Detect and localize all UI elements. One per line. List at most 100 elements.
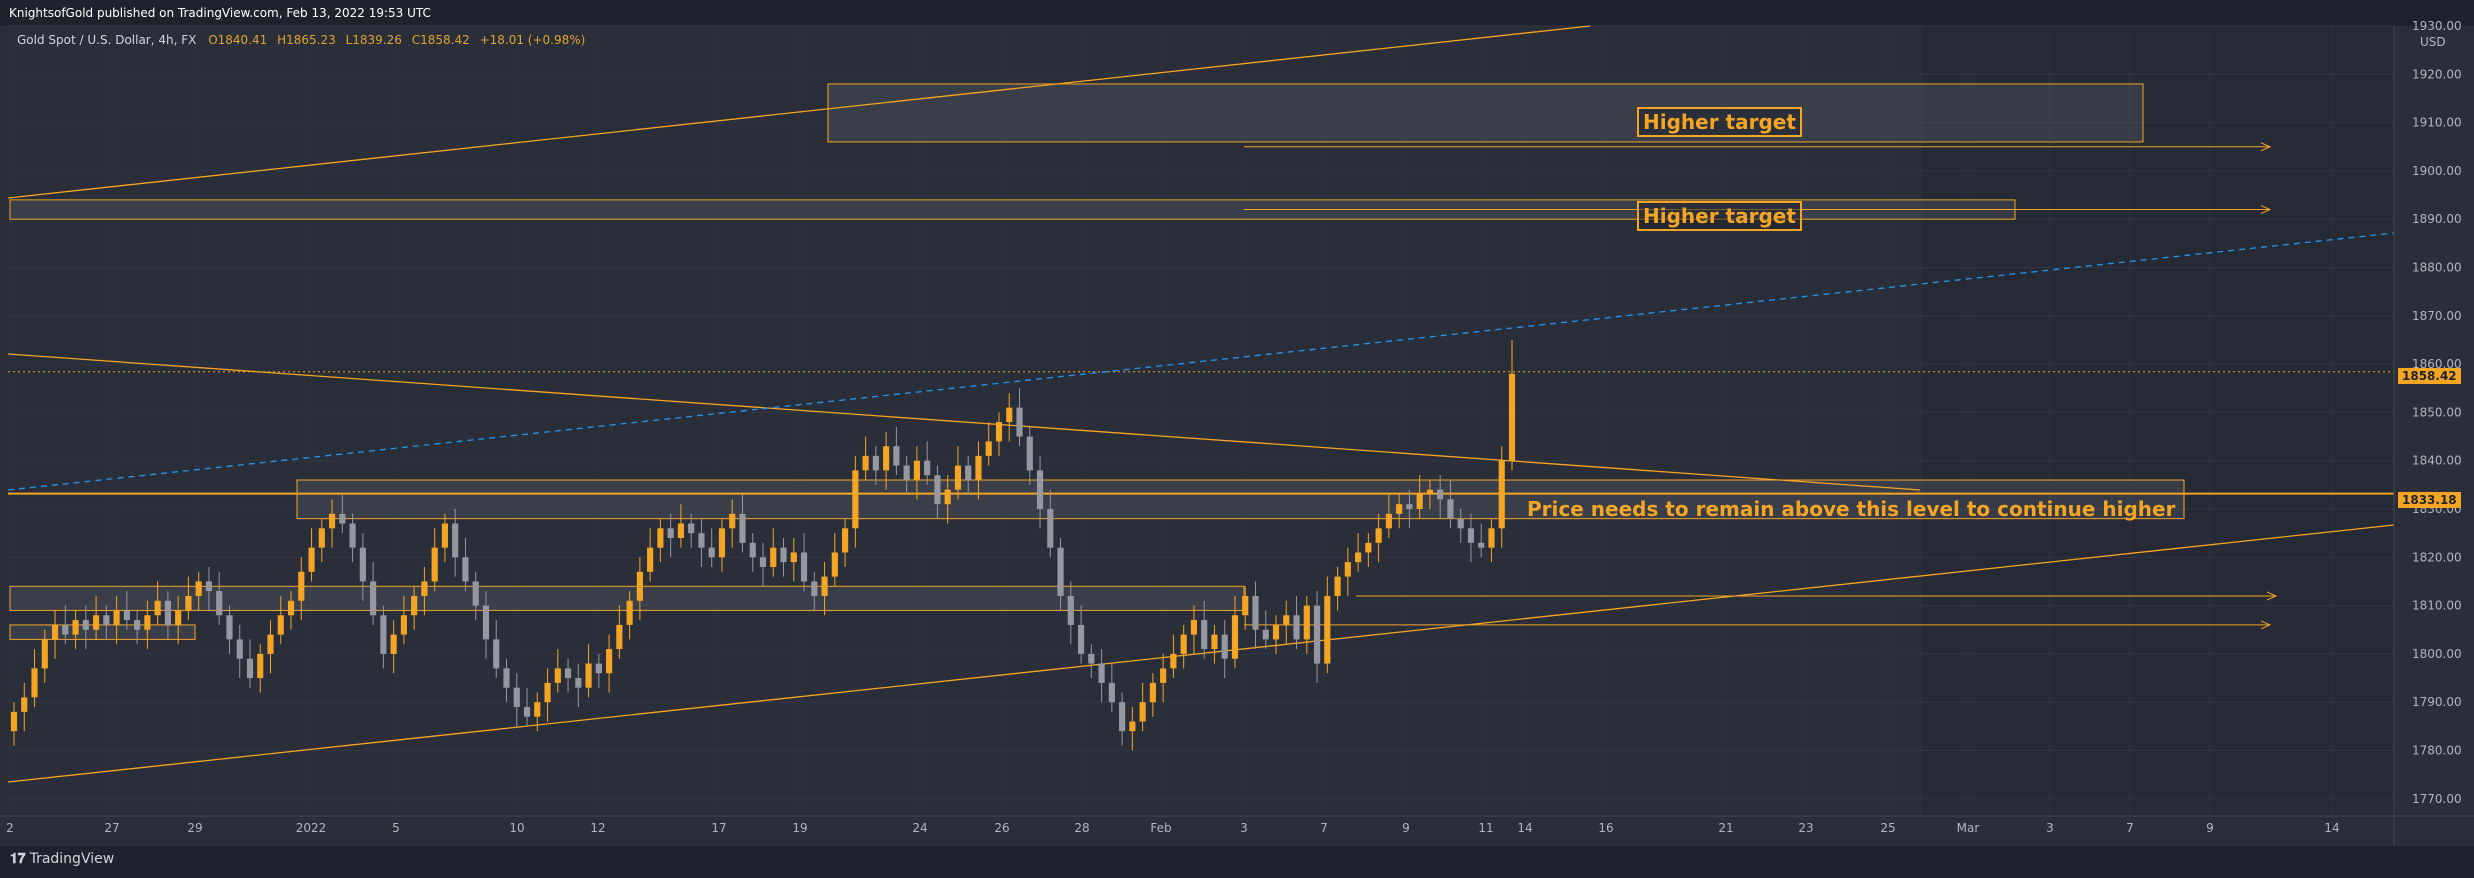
candle-body	[647, 547, 654, 572]
x-tick-label: 14	[1517, 821, 1532, 835]
candle	[1416, 475, 1423, 519]
candle-body	[154, 600, 161, 616]
candle-body	[1375, 528, 1382, 543]
axes: 1770.00 1780.00 1790.00 1800.00 1810.00 1820.…	[0, 19, 2474, 846]
candle-body	[472, 581, 479, 606]
candle-body	[113, 610, 120, 625]
candle-body	[913, 460, 920, 481]
x-tick-label: Mar	[1957, 821, 1980, 835]
candle	[647, 528, 654, 582]
candle-body	[1047, 509, 1054, 548]
candle	[482, 591, 490, 659]
candle-body	[82, 620, 89, 630]
candle-body	[164, 600, 171, 625]
candle	[1313, 591, 1321, 683]
candle	[226, 605, 233, 654]
candle	[1293, 595, 1300, 650]
candle-body	[318, 528, 325, 548]
candle-body	[370, 581, 377, 616]
candle	[883, 431, 890, 490]
candle-body	[267, 634, 274, 654]
candle-body	[1293, 615, 1300, 640]
candle-body	[1149, 682, 1156, 703]
tradingview-mark-icon: 𝟏𝟕	[10, 851, 26, 867]
descending-resistance-line	[7, 353, 1921, 491]
y-tick-label: 1820.00	[2412, 550, 2462, 564]
candle	[903, 455, 910, 495]
candle	[185, 576, 192, 621]
y-tick-label: 1900.00	[2412, 164, 2462, 178]
candle-body	[1006, 407, 1013, 423]
candle-body	[1396, 504, 1403, 514]
candle-body	[380, 615, 387, 654]
candle	[308, 528, 315, 582]
candle	[616, 605, 623, 659]
price-chart[interactable]: 1770.00 1780.00 1790.00 1800.00 1810.00 1820.…	[0, 0, 2474, 846]
candle	[1467, 513, 1475, 563]
candle	[400, 595, 407, 645]
higher-target-label-bottom[interactable]: Higher target	[1637, 201, 1802, 231]
candle-body	[1303, 605, 1310, 640]
candle-body	[236, 639, 243, 659]
y-tick-label: 1780.00	[2412, 744, 2462, 758]
candle	[1365, 533, 1372, 567]
candle-body	[780, 547, 787, 563]
candle-body	[595, 663, 602, 674]
candle-body	[688, 523, 695, 534]
candle	[698, 518, 705, 567]
candle-body	[1478, 542, 1485, 548]
candle-body	[708, 547, 715, 558]
candle	[1190, 605, 1198, 654]
candle-body	[1057, 547, 1064, 596]
candle-body	[1231, 615, 1239, 659]
candle-body	[195, 581, 202, 596]
candle-body	[729, 513, 736, 529]
level-note[interactable]: Price needs to remain above this level t…	[1527, 497, 2176, 521]
candle	[359, 533, 366, 601]
candle	[657, 518, 664, 563]
candle	[1355, 533, 1362, 572]
candle-body	[842, 528, 849, 553]
candle	[811, 571, 818, 611]
candle	[390, 620, 397, 674]
candle-body	[831, 552, 838, 577]
publisher-line: KnightsofGold published on TradingView.c…	[9, 6, 431, 20]
candle-body	[328, 513, 336, 529]
x-tick-label: 24	[912, 821, 927, 835]
candle	[1272, 615, 1280, 654]
x-tick-label: 17	[711, 821, 726, 835]
footer-bar	[0, 846, 2474, 878]
candle-body	[246, 658, 254, 679]
tradingview-brand: TradingView	[29, 851, 115, 867]
candle	[1426, 480, 1433, 509]
candle	[924, 441, 931, 485]
candle-body	[554, 668, 561, 683]
candle	[800, 533, 808, 592]
candle-body	[698, 533, 705, 548]
arrow-head-icon	[2260, 620, 2272, 630]
level-price-tag: 1833.18	[2398, 492, 2461, 508]
y-tick-label: 1910.00	[2412, 116, 2462, 130]
candle	[1119, 692, 1126, 746]
candle	[1385, 494, 1392, 538]
candle-body	[349, 523, 356, 548]
candle-body	[1160, 668, 1167, 683]
candle	[1211, 624, 1218, 664]
higher-target-label-top[interactable]: Higher target	[1637, 107, 1802, 137]
tradingview-logo[interactable]: 𝟏𝟕 TradingView	[10, 851, 114, 867]
x-tick-label: 16	[1598, 821, 1613, 835]
candle-body	[287, 600, 295, 616]
candle-body	[790, 552, 797, 563]
candle-body	[1221, 634, 1228, 659]
candle-body	[1026, 436, 1033, 471]
higher-target-zone-1	[827, 83, 2144, 143]
candle-body	[1447, 499, 1454, 519]
candle	[462, 537, 469, 592]
candle	[554, 649, 561, 693]
candle-body	[226, 615, 233, 640]
candle	[51, 610, 59, 659]
candle	[82, 605, 89, 650]
candle	[1016, 388, 1023, 447]
candle	[1129, 707, 1136, 751]
upper-channel-line	[7, 25, 1591, 199]
